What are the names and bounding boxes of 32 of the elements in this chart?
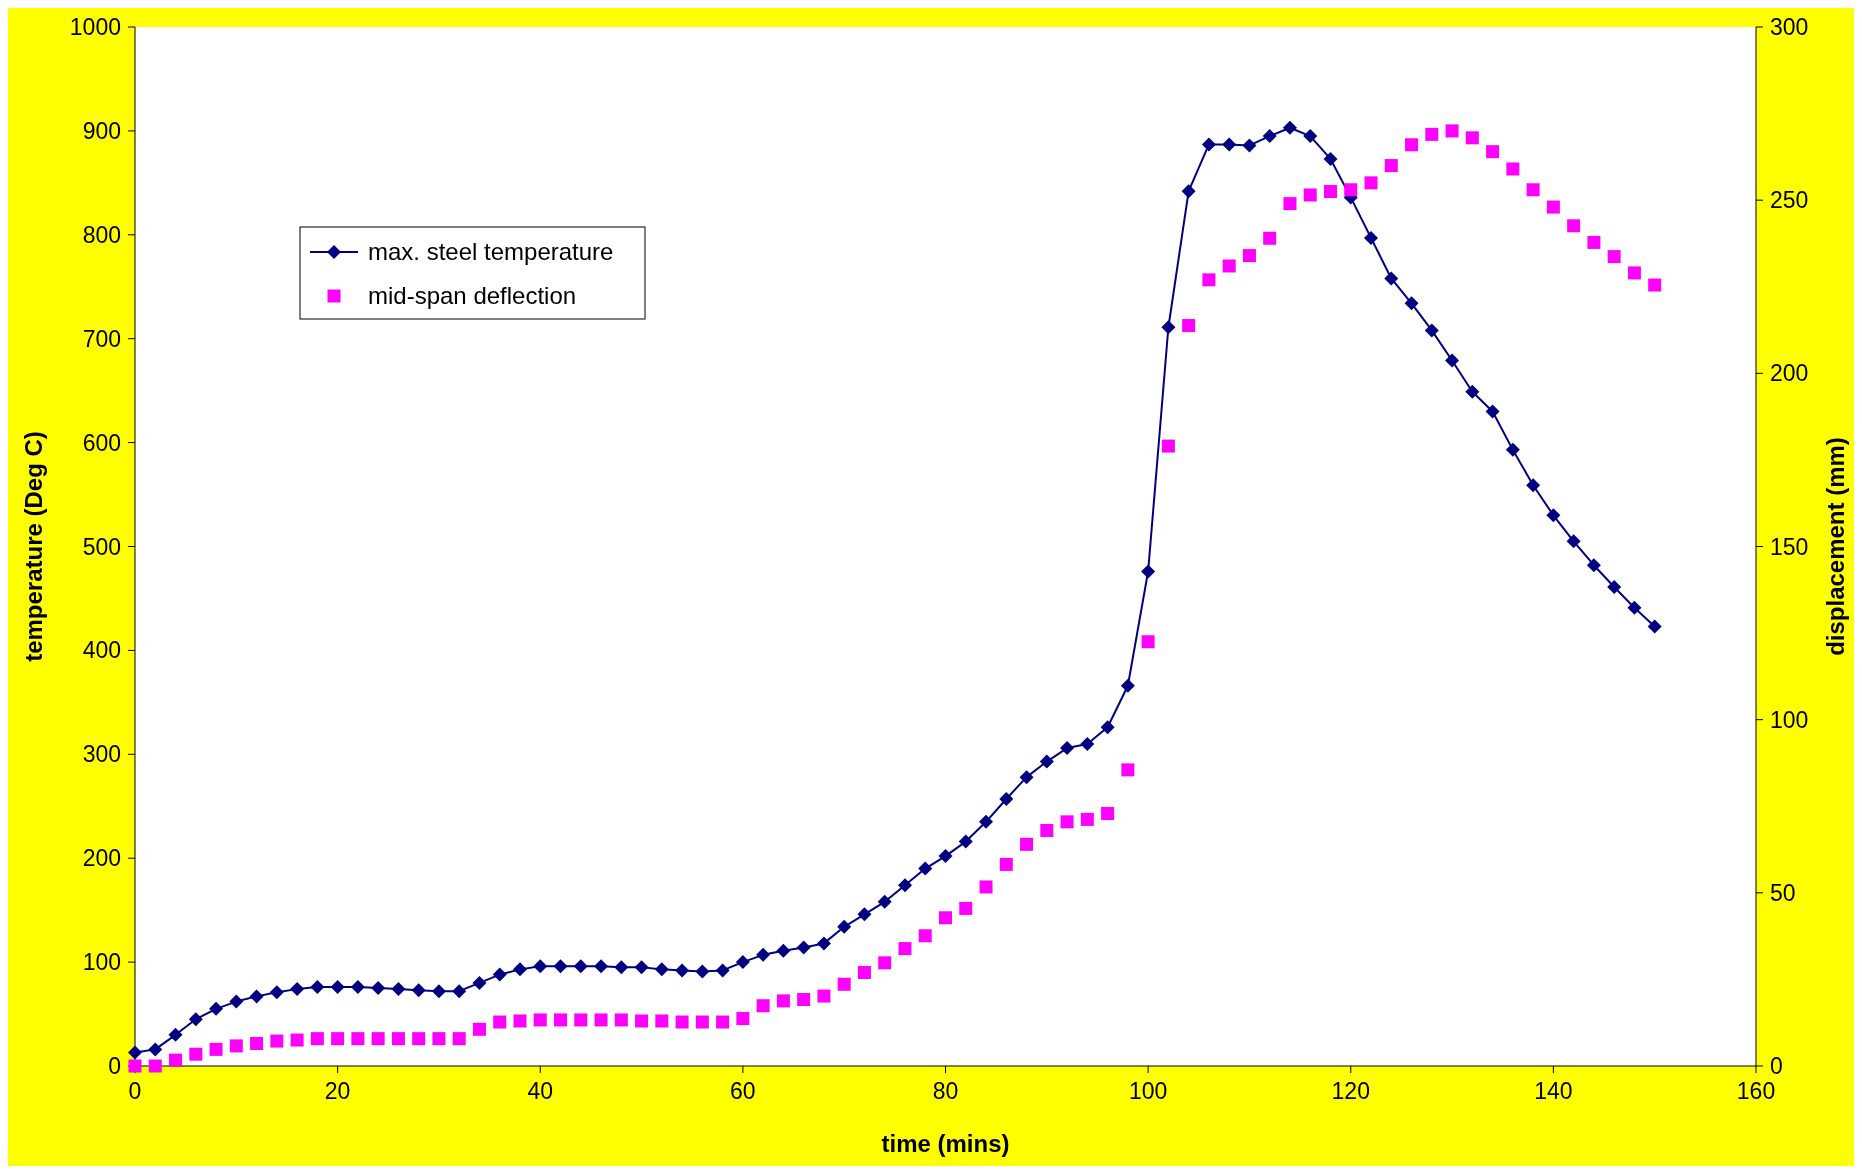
y2-tick-label: 0 (1770, 1053, 1783, 1079)
x-tick-label: 140 (1534, 1078, 1573, 1104)
y-tick-label: 300 (82, 741, 121, 768)
y-tick-label: 400 (82, 637, 121, 664)
y-tick-label: 800 (82, 221, 121, 248)
y-tick-label: 1000 (69, 14, 121, 40)
y2-tick-label: 300 (1770, 14, 1809, 40)
y-tick-label: 500 (82, 533, 121, 560)
y-tick-label: 900 (82, 117, 121, 144)
x-tick-label: 160 (1736, 1078, 1776, 1104)
x-axis-title: time (mins) (881, 1130, 1010, 1157)
legend-label: max. steel temperature (368, 238, 614, 265)
y2-tick-label: 50 (1770, 879, 1796, 906)
y-tick-label: 100 (82, 949, 121, 976)
y2-tick-label: 100 (1770, 706, 1809, 733)
y-tick-label: 700 (82, 325, 121, 352)
x-tick-label: 100 (1128, 1078, 1168, 1104)
x-tick-label: 20 (324, 1078, 351, 1104)
legend-label: mid-span deflection (368, 282, 577, 309)
y-tick-label: 200 (82, 845, 121, 872)
y2-tick-label: 200 (1770, 360, 1809, 387)
x-tick-label: 60 (730, 1078, 756, 1104)
x-tick-label: 0 (128, 1078, 142, 1104)
y2-tick-label: 150 (1770, 533, 1809, 560)
x-tick-label: 120 (1331, 1078, 1370, 1104)
y2-axis-title: displacement (mm) (1822, 437, 1849, 656)
x-tick-label: 80 (932, 1078, 959, 1104)
y-tick-label: 0 (108, 1053, 121, 1079)
y2-tick-label: 250 (1770, 187, 1809, 214)
x-tick-label: 40 (527, 1078, 554, 1104)
y-tick-label: 600 (82, 429, 121, 456)
y-axis-title: temperature (Deg C) (20, 431, 47, 662)
